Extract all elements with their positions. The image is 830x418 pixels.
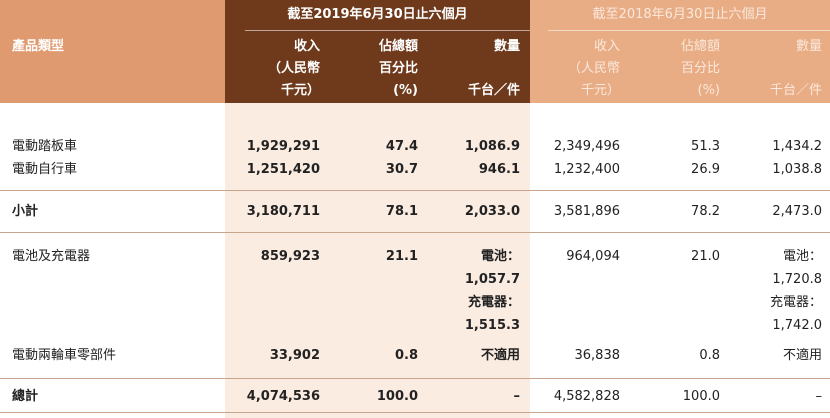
prior-pct-header-2: 百分比 <box>680 61 720 76</box>
row-divider <box>0 378 830 379</box>
cell-pct-2018: 21.0 <box>691 249 720 264</box>
cell-qty-2019-battery-label: 電池： <box>480 249 520 264</box>
cell-revenue-2018: 964,094 <box>566 249 620 264</box>
cell-revenue-2019: 859,923 <box>260 249 320 264</box>
cell-qty-2018-battery: 1,720.8 <box>772 272 822 287</box>
prior-qty-header-1: 數量 <box>795 39 822 54</box>
row-divider <box>0 190 830 191</box>
prior-pct-header-1: 佔總額 <box>680 39 720 54</box>
current-qty-header-1: 數量 <box>493 39 520 54</box>
row-label: 電池及充電器 <box>12 249 91 264</box>
cell-qty-2019-charger-label: 充電器： <box>467 295 520 310</box>
cell-revenue-2018: 36,838 <box>574 348 621 363</box>
prior-revenue-header-1: 收入 <box>593 39 620 54</box>
cell-qty-2018: 不適用 <box>782 348 822 363</box>
cell-pct-2019: 21.1 <box>385 249 418 264</box>
cell-qty-2018: 1,434.2 <box>772 139 822 154</box>
header-band-prior <box>530 0 830 103</box>
cell-revenue-2018: 1,232,400 <box>553 162 620 177</box>
cell-qty-2018: – <box>815 389 823 404</box>
prior-revenue-header-3: 千元） <box>580 83 620 98</box>
cell-qty-2019: – <box>513 389 521 404</box>
cell-revenue-2018: 2,349,496 <box>553 139 620 154</box>
cell-revenue-2019: 1,251,420 <box>246 162 320 177</box>
header-rule-current <box>245 30 530 31</box>
cell-qty-2019: 1,086.9 <box>464 139 520 154</box>
cell-revenue-2019: 4,074,536 <box>246 389 320 404</box>
cell-qty-2019-battery: 1,057.7 <box>464 272 520 287</box>
prior-qty-header-2: 千台／件 <box>769 83 822 98</box>
cell-pct-2018: 51.3 <box>691 139 720 154</box>
prior-period-title: 截至2018年6月30日止六個月 <box>592 7 768 22</box>
header-rule-prior <box>548 30 830 31</box>
cell-qty-2018-battery-label: 電池： <box>782 249 822 264</box>
row-label: 電動自行車 <box>12 162 78 177</box>
cell-revenue-2019: 3,180,711 <box>246 204 320 219</box>
row-label: 電動兩輪車零部件 <box>12 348 117 363</box>
cell-pct-2018: 0.8 <box>699 348 720 363</box>
current-revenue-header-2: （人民幣 <box>267 61 320 76</box>
row-label: 總計 <box>12 389 39 404</box>
cell-revenue-2018: 4,582,828 <box>553 389 620 404</box>
current-revenue-header-3: 千元） <box>280 83 320 98</box>
row-divider <box>0 412 830 413</box>
header-band-current <box>225 0 530 103</box>
prior-pct-header-3: (%) <box>697 83 721 98</box>
cell-qty-2018: 1,038.8 <box>772 162 822 177</box>
cell-pct-2018: 78.2 <box>691 204 720 219</box>
cell-qty-2018: 2,473.0 <box>772 204 822 219</box>
cell-qty-2018-charger: 1,742.0 <box>772 318 822 333</box>
cell-revenue-2019: 33,902 <box>269 348 320 363</box>
current-period-title: 截至2019年6月30日止六個月 <box>287 7 468 22</box>
cell-qty-2019: 946.1 <box>478 162 520 177</box>
cell-pct-2019: 100.0 <box>376 389 418 404</box>
row-label: 小計 <box>12 204 39 219</box>
header-band-left <box>0 0 225 103</box>
cell-pct-2018: 26.9 <box>691 162 720 177</box>
cell-pct-2019: 0.8 <box>394 348 418 363</box>
current-revenue-header-1: 收入 <box>293 39 320 54</box>
cell-qty-2019: 2,033.0 <box>464 204 520 219</box>
cell-qty-2019-charger: 1,515.3 <box>464 318 520 333</box>
cell-qty-2018-charger-label: 充電器： <box>769 295 822 310</box>
row-divider <box>0 232 830 233</box>
cell-pct-2019: 78.1 <box>385 204 418 219</box>
cell-revenue-2019: 1,929,291 <box>246 139 320 154</box>
current-qty-header-2: 千台／件 <box>467 83 520 98</box>
current-pct-header-2: 百分比 <box>378 61 418 76</box>
cell-pct-2018: 100.0 <box>682 389 720 404</box>
cell-qty-2019: 不適用 <box>480 348 520 363</box>
cell-pct-2019: 30.7 <box>385 162 418 177</box>
prior-revenue-header-2: （人民幣 <box>567 61 620 76</box>
row-label: 電動踏板車 <box>12 139 78 154</box>
product-type-header: 產品類型 <box>12 39 65 54</box>
current-period-highlight <box>225 103 530 418</box>
cell-revenue-2018: 3,581,896 <box>553 204 620 219</box>
current-pct-header-3: (%) <box>393 83 418 98</box>
cell-pct-2019: 47.4 <box>385 139 418 154</box>
current-pct-header-1: 佔總額 <box>378 39 418 54</box>
